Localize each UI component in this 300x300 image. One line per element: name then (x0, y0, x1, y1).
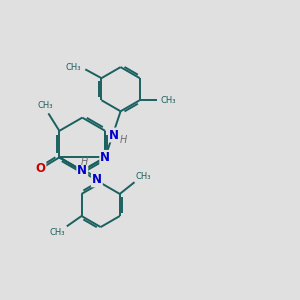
Text: H: H (81, 158, 88, 167)
Text: H: H (120, 135, 128, 145)
Text: CH₃: CH₃ (161, 96, 176, 105)
Text: O: O (35, 162, 46, 176)
Text: CH₃: CH₃ (136, 172, 152, 181)
Text: CH₃: CH₃ (50, 228, 65, 237)
Text: N: N (92, 173, 102, 186)
Text: N: N (109, 128, 119, 142)
Text: N: N (77, 164, 87, 177)
Text: CH₃: CH₃ (65, 63, 81, 72)
Text: N: N (100, 151, 110, 164)
Text: CH₃: CH₃ (38, 101, 53, 110)
